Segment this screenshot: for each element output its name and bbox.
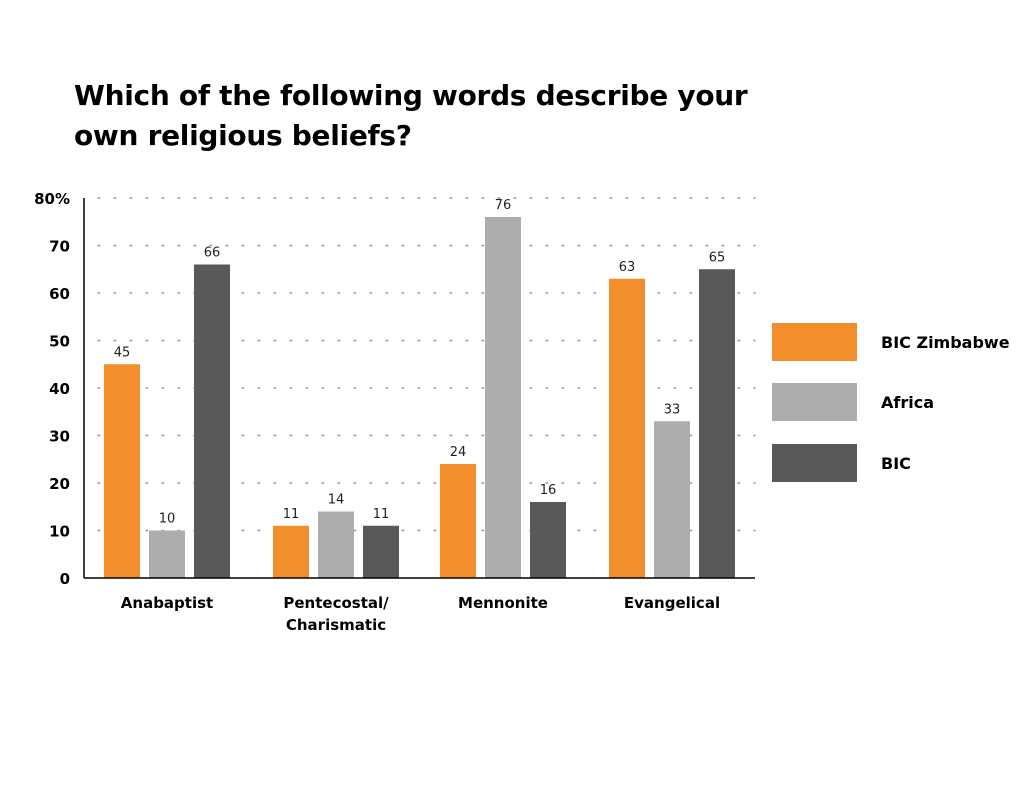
data-label: 11 <box>373 507 390 522</box>
bar <box>699 269 735 578</box>
y-tick-label: 0 <box>60 570 70 588</box>
data-label: 33 <box>664 402 681 417</box>
category-label: Pentecostal/Charismatic <box>283 594 389 634</box>
bar <box>609 278 645 578</box>
bar <box>273 525 309 578</box>
legend-swatch <box>772 444 857 482</box>
data-label: 65 <box>709 250 726 265</box>
data-label: 63 <box>619 260 636 275</box>
legend-label: Africa <box>881 393 934 412</box>
data-label: 16 <box>540 483 557 498</box>
bar <box>318 511 354 578</box>
y-tick-label: 50 <box>49 333 70 351</box>
category-label: Anabaptist <box>121 594 213 612</box>
y-tick-label: 60 <box>49 285 70 303</box>
legend: BIC Zimbabwe Africa BIC <box>772 323 1010 482</box>
bar <box>440 464 476 578</box>
y-tick-label: 80% <box>34 190 70 208</box>
legend-label: BIC Zimbabwe <box>881 333 1010 352</box>
legend-swatch <box>772 323 857 361</box>
bar <box>654 421 690 578</box>
data-label: 24 <box>450 445 467 460</box>
legend-label: BIC <box>881 454 911 473</box>
category-label: Evangelical <box>624 594 720 612</box>
bar <box>194 264 230 578</box>
y-tick-label: 10 <box>49 523 70 541</box>
y-tick-label: 20 <box>49 475 70 493</box>
bar <box>149 530 185 578</box>
legend-swatch <box>772 383 857 421</box>
chart-title: Which of the following words describe yo… <box>74 79 748 152</box>
category-label: Mennonite <box>458 594 548 612</box>
data-label: 66 <box>204 246 221 261</box>
category-label-line: Pentecostal/ <box>283 594 389 612</box>
data-label: 14 <box>328 493 345 508</box>
data-labels: 45 11 24 63 10 14 76 33 66 11 16 65 <box>114 198 726 527</box>
data-label: 45 <box>114 345 131 360</box>
data-label: 11 <box>283 507 300 522</box>
axes <box>83 198 755 579</box>
y-tick-label: 70 <box>49 238 70 256</box>
category-labels: Anabaptist Pentecostal/Charismatic Mennoni… <box>121 594 720 634</box>
data-label: 76 <box>495 198 512 213</box>
bar <box>363 525 399 578</box>
bar <box>530 502 566 578</box>
y-tick-label: 30 <box>49 428 70 446</box>
category-label-line: Charismatic <box>286 616 386 634</box>
data-label: 10 <box>159 512 176 527</box>
bar <box>485 217 521 578</box>
y-tick-label: 40 <box>49 380 70 398</box>
bar <box>104 364 140 578</box>
category-label-line: Evangelical <box>624 594 720 612</box>
category-label-line: Anabaptist <box>121 594 213 612</box>
bars <box>104 217 735 578</box>
category-label-line: Mennonite <box>458 594 548 612</box>
y-tick-labels: 0 10 20 30 40 50 60 70 80% <box>34 190 70 588</box>
